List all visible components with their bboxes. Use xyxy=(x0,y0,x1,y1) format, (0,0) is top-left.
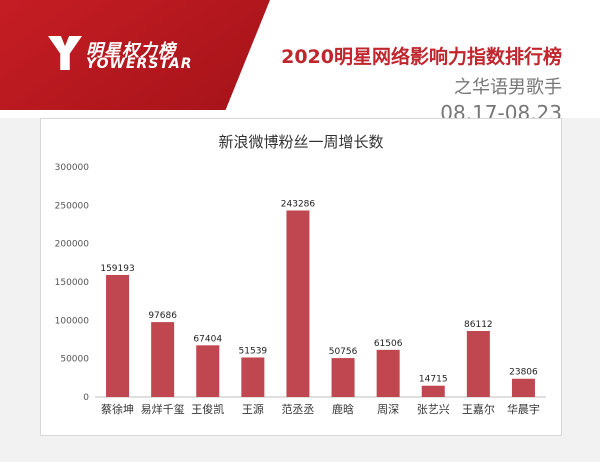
x-category-label: 王嘉尔 xyxy=(462,402,495,416)
chart-panel: 新浪微博粉丝一周增长数 0 50000 100000 150000 200000 2500… xyxy=(40,118,562,436)
bar xyxy=(151,322,175,397)
y-tick-label: 150000 xyxy=(55,278,90,288)
chart-title: 新浪微博粉丝一周增长数 xyxy=(218,133,384,151)
y-tick-label: 250000 xyxy=(55,201,90,211)
y-tick-label: 100000 xyxy=(55,316,90,326)
bar-value-label: 67404 xyxy=(193,334,222,344)
bar xyxy=(466,330,490,397)
logo-english-text: YOWERSTAR xyxy=(86,56,193,72)
bar xyxy=(241,357,265,397)
y-tick-label: 200000 xyxy=(55,240,90,250)
bar xyxy=(376,349,400,397)
bar xyxy=(511,378,535,397)
header-banner: 明星权力榜 YOWERSTAR 2020明星网络影响力指数排行榜 之华语男歌手 … xyxy=(0,0,600,118)
x-category-label: 王源 xyxy=(242,402,264,416)
x-category-label: 范丞丞 xyxy=(281,402,314,416)
bar-value-label: 243286 xyxy=(281,199,316,209)
page-subtitle: 之华语男歌手 xyxy=(454,77,562,98)
bar-value-label: 61506 xyxy=(374,339,403,349)
x-category-label: 蔡徐坤 xyxy=(101,402,134,416)
x-category-label: 张艺兴 xyxy=(417,403,450,416)
y-tick-label: 50000 xyxy=(60,355,89,365)
x-category-label: 周深 xyxy=(377,403,399,416)
bar xyxy=(286,210,310,397)
x-category-label: 易烊千玺 xyxy=(141,402,185,416)
bar-value-label: 51539 xyxy=(239,346,268,356)
bar-value-label: 50756 xyxy=(329,347,358,357)
header-title-block: 2020明星网络影响力指数排行榜 之华语男歌手 08.17-08.23 xyxy=(281,42,562,118)
x-category-label: 王俊凯 xyxy=(191,402,224,416)
x-category-label: 华晨宇 xyxy=(507,402,540,416)
bar-value-label: 97686 xyxy=(148,311,177,321)
bar-value-label: 159193 xyxy=(100,264,134,274)
y-tick-label: 0 xyxy=(83,393,89,403)
bar xyxy=(196,345,220,397)
logo-chinese-text: 明星权力榜 xyxy=(86,41,176,61)
bar-value-label: 86112 xyxy=(464,320,493,330)
bar xyxy=(331,358,355,397)
page-title: 2020明星网络影响力指数排行榜 xyxy=(281,46,562,68)
x-category-label: 鹿晗 xyxy=(332,402,354,416)
bar-chart: 0 50000 100000 150000 200000 250000 300000 1591… xyxy=(55,163,546,416)
bar-value-label: 23806 xyxy=(509,368,538,378)
bar xyxy=(106,274,130,397)
y-tick-label: 300000 xyxy=(55,163,90,173)
bar xyxy=(421,385,445,397)
date-range: 08.17-08.23 xyxy=(440,101,562,118)
bar-value-label: 14715 xyxy=(419,375,448,385)
